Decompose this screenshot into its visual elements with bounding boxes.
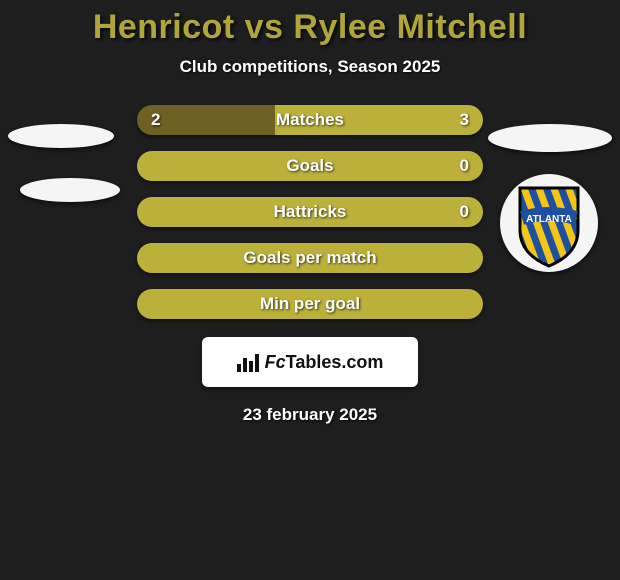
stat-bar [137, 197, 483, 227]
stat-row-matches: Matches23 [137, 105, 483, 135]
right-player-oval-0 [488, 124, 612, 152]
stat-row-goals-per-match: Goals per match [137, 243, 483, 273]
left-player-oval-0 [8, 124, 114, 148]
brand-text: FcTables.com [265, 352, 384, 373]
stat-bar-left [137, 289, 483, 319]
right-club-badge: ATLANTA [500, 174, 598, 272]
stat-row-min-per-goal: Min per goal [137, 289, 483, 319]
stat-bar [137, 243, 483, 273]
stat-bar [137, 289, 483, 319]
stat-value-right: 3 [460, 105, 469, 135]
stat-value-right: 0 [460, 151, 469, 181]
date-text: 23 february 2025 [0, 405, 620, 425]
brand-box[interactable]: FcTables.com [202, 337, 418, 387]
page-subtitle: Club competitions, Season 2025 [0, 57, 620, 77]
left-player-oval-1 [20, 178, 120, 202]
stat-value-left: 2 [151, 105, 160, 135]
stat-row-goals: Goals0 [137, 151, 483, 181]
page-title: Henricot vs Rylee Mitchell [0, 0, 620, 47]
stat-bar [137, 105, 483, 135]
stat-value-right: 0 [460, 197, 469, 227]
stat-row-hattricks: Hattricks0 [137, 197, 483, 227]
bar-chart-icon [237, 352, 259, 372]
stat-bar-right [275, 105, 483, 135]
stat-bar-right [137, 197, 483, 227]
stat-bar-left [137, 243, 483, 273]
stat-bar-right [137, 151, 483, 181]
svg-text:ATLANTA: ATLANTA [526, 214, 572, 225]
stat-bar [137, 151, 483, 181]
comparison-bars: Matches23Goals0Hattricks0Goals per match… [137, 105, 483, 319]
